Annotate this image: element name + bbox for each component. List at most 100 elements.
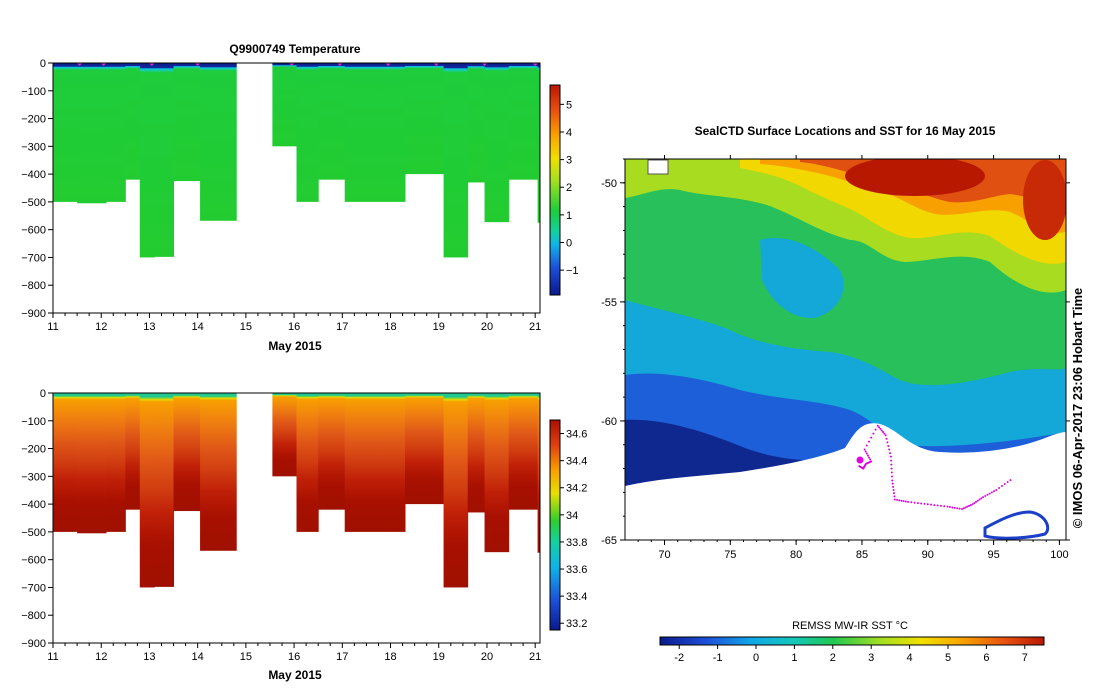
colorbar-tick-label: 5 [945,652,951,664]
profile-column [173,63,201,182]
x-tick-label: 14 [192,321,204,333]
track-point [907,500,910,503]
profile-column [106,393,126,532]
x-tick-label: 19 [433,321,445,333]
profile-column [318,393,346,510]
lon-tick-label: 95 [987,549,999,561]
profile-column [344,63,392,202]
x-tick-label: 12 [95,321,107,333]
track-point [866,454,869,457]
colorbar-ticks: 5 4 3 2 1 0 −1 [560,99,579,277]
profile-column [508,63,539,180]
x-tick-label: 15 [240,321,252,333]
colorbar-tick-label: 4 [907,652,913,664]
x-tick-label: 19 [433,651,445,663]
track-point [984,494,987,497]
colorbar-tick-label: 2 [566,182,572,194]
track-point [891,475,894,478]
track-point [869,458,872,461]
lat-tick-label: -55 [601,297,617,309]
x-tick-label: 20 [481,651,493,663]
track-point [990,491,993,494]
track-point [890,463,893,466]
track-point [962,507,965,510]
y-tick-label: −600 [21,555,46,567]
track-point [872,432,875,435]
longitude-axis: 70 75 80 85 90 95 100 [637,155,1069,561]
track-point [933,504,936,507]
x-tick-label: 11 [47,321,58,333]
y-tick-label: −100 [21,86,46,98]
profile-column [404,393,445,505]
colorbar-tick-label: 34 [566,510,578,522]
profile-column [154,393,175,587]
sst-max-core [845,159,985,196]
track-point [890,459,893,462]
profile-column [537,393,541,553]
track-point [890,467,893,470]
profile-column [77,393,107,534]
colorbar-tick-label: 7 [1022,652,1028,664]
profile-column [154,63,175,257]
profile-column [200,63,237,221]
lon-tick-label: 90 [922,549,934,561]
profile-column [272,63,297,147]
track-point [976,499,979,502]
track-point [870,436,873,439]
x-tick-label: 17 [336,321,348,333]
track-point [896,498,899,501]
salinity-profiles [53,393,541,588]
track-point [890,471,893,474]
colorbar-tick-label: 3 [566,155,572,167]
track-point [946,505,949,508]
y-tick-label: −200 [21,444,46,456]
track-point [867,456,870,459]
track-point [882,431,885,434]
x-tick-label: 18 [384,651,396,663]
profile-column [484,63,510,223]
track-point [892,488,895,491]
lat-tick-label: -60 [601,416,617,428]
track-point [904,500,907,503]
y-tick-label: −400 [21,499,46,511]
track-point [982,496,985,499]
profile-column [390,393,406,532]
profile-column [344,393,392,532]
plot-frame [52,392,541,644]
y-tick-label: −800 [21,610,46,622]
profile-column [318,63,346,180]
x-tick-label: 14 [192,651,204,663]
x-tick-label: 16 [288,651,300,663]
profile-column [77,63,107,204]
y-tick-label: −400 [21,169,46,181]
colorbar-tick-label: 0 [753,652,759,664]
track-point [887,444,890,447]
track-point [1006,481,1009,484]
colorbar-tick-label: 5 [566,99,572,111]
colorbar-tick-label: 33.8 [566,537,587,549]
profile-column [200,393,237,551]
sample-marker [100,63,107,66]
y-tick-label: 0 [40,58,46,70]
track-point [988,492,991,495]
sst-cold-eddy [760,238,844,319]
profile-column [508,393,539,510]
y-tick-label: −900 [21,638,46,650]
track-point [916,502,919,505]
track-point [973,502,976,505]
colorbar-tick-label: 6 [983,652,989,664]
track-point [889,455,892,458]
x-tick-label: 18 [384,321,396,333]
colorbar-ticks: -2 -1 0 1 2 3 4 5 6 7 [674,645,1028,664]
lon-tick-label: 70 [658,549,670,561]
track-point [956,507,959,510]
profile-column [296,393,319,532]
track-point [893,498,896,501]
lat-tick-label: -65 [601,535,617,547]
colorbar-tick-label: -1 [713,652,723,664]
track-point [948,506,951,509]
y-tick-label: −500 [21,197,46,209]
colorbar-tick-label: 34.4 [566,456,587,468]
track-point [863,448,866,451]
